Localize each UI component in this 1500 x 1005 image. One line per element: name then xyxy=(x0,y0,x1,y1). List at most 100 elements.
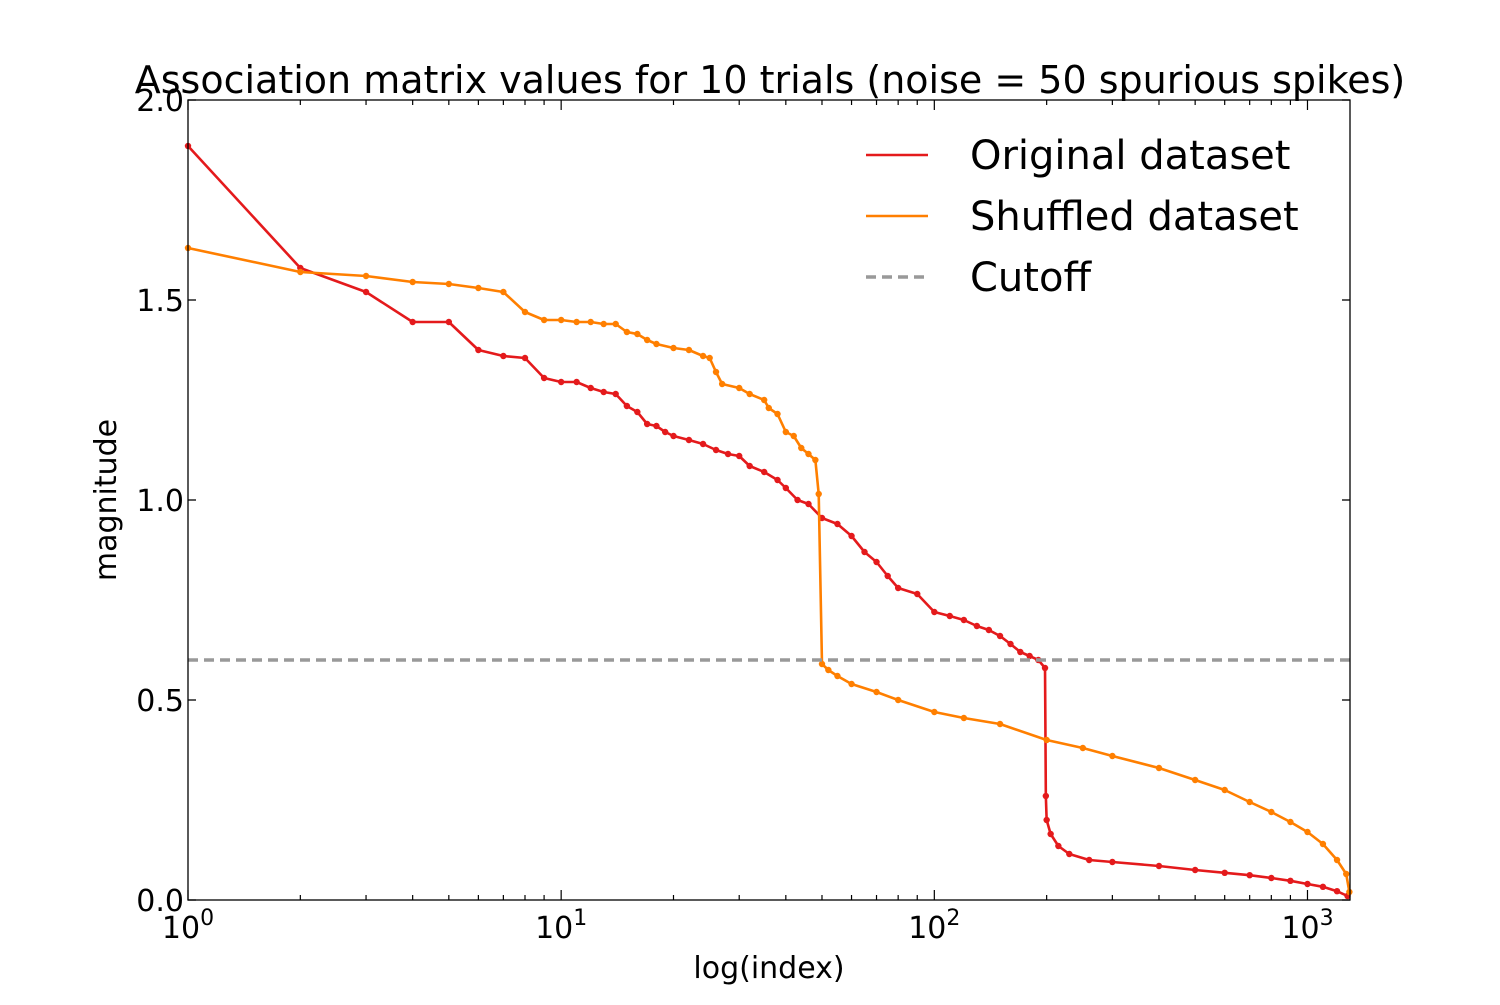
data-point-shuffled-dataset-16 xyxy=(643,336,651,344)
data-point-original-dataset-53 xyxy=(1055,842,1062,850)
data-point-original-dataset-14 xyxy=(623,402,631,410)
data-point-shuffled-dataset-3 xyxy=(409,278,416,286)
data-point-shuffled-dataset-20 xyxy=(699,352,707,360)
data-point-shuffled-dataset-23 xyxy=(718,380,726,388)
series-line-original-dataset xyxy=(187,145,1349,898)
y-tick-label: 0.5 xyxy=(136,684,184,719)
data-point-original-dataset-25 xyxy=(746,462,753,470)
data-point-shuffled-dataset-40 xyxy=(894,696,902,704)
data-point-shuffled-dataset-53 xyxy=(1304,828,1311,836)
axis-ticks: 0.0 0.5 1.0 1.5 2.0 100 101 102 103 xyxy=(136,84,1350,946)
data-point-shuffled-dataset-26 xyxy=(760,396,768,404)
data-point-original-dataset-58 xyxy=(1191,866,1199,874)
data-point-shuffled-dataset-18 xyxy=(670,344,677,352)
data-point-original-dataset-9 xyxy=(557,378,565,386)
data-point-original-dataset-65 xyxy=(1333,888,1341,895)
data-point-original-dataset-40 xyxy=(946,612,953,620)
data-point-shuffled-dataset-30 xyxy=(790,432,797,440)
y-tick-label: 1.5 xyxy=(136,284,184,319)
data-point-shuffled-dataset-33 xyxy=(812,456,819,464)
data-point-original-dataset-12 xyxy=(600,388,607,396)
data-point-original-dataset-13 xyxy=(612,390,619,398)
legend-label-cutoff: Cutoff xyxy=(970,255,1092,301)
data-point-shuffled-dataset-41 xyxy=(931,708,938,716)
data-point-original-dataset-50 xyxy=(1042,792,1050,800)
data-point-original-dataset-7 xyxy=(521,354,529,362)
data-point-original-dataset-62 xyxy=(1287,877,1294,884)
data-point-original-dataset-36 xyxy=(884,572,891,580)
data-point-shuffled-dataset-31 xyxy=(798,444,805,452)
data-point-shuffled-dataset-24 xyxy=(736,384,743,392)
series-line-shuffled-dataset xyxy=(187,246,1351,893)
data-point-original-dataset-54 xyxy=(1066,850,1073,858)
data-point-shuffled-dataset-55 xyxy=(1333,856,1341,864)
data-point-shuffled-dataset-8 xyxy=(540,316,548,324)
data-point-original-dataset-6 xyxy=(500,352,507,360)
data-point-shuffled-dataset-13 xyxy=(612,320,619,328)
data-point-shuffled-dataset-10 xyxy=(573,318,580,326)
data-point-original-dataset-8 xyxy=(540,374,548,382)
data-point-original-dataset-49 xyxy=(1041,664,1049,672)
data-point-shuffled-dataset-1 xyxy=(297,268,304,276)
data-point-shuffled-dataset-25 xyxy=(746,390,753,398)
data-point-original-dataset-32 xyxy=(834,520,841,528)
data-point-original-dataset-63 xyxy=(1304,880,1311,888)
data-point-original-dataset-52 xyxy=(1047,830,1054,838)
data-point-shuffled-dataset-36 xyxy=(825,666,832,674)
data-point-original-dataset-27 xyxy=(774,476,781,484)
data-point-shuffled-dataset-45 xyxy=(1079,744,1087,752)
data-point-original-dataset-35 xyxy=(873,558,880,566)
data-point-shuffled-dataset-21 xyxy=(706,354,713,362)
data-point-shuffled-dataset-44 xyxy=(1043,736,1050,744)
x-tick-label: 102 xyxy=(908,906,960,946)
data-point-shuffled-dataset-11 xyxy=(587,318,594,326)
x-tick-label: 103 xyxy=(1281,906,1333,946)
x-tick-label: 101 xyxy=(535,906,587,946)
series-original-dataset xyxy=(184,142,1351,900)
data-point-original-dataset-46 xyxy=(1017,648,1024,656)
data-point-original-dataset-64 xyxy=(1319,883,1327,890)
data-point-original-dataset-41 xyxy=(960,616,968,624)
data-point-shuffled-dataset-42 xyxy=(960,714,968,722)
data-point-shuffled-dataset-37 xyxy=(834,672,841,680)
data-point-shuffled-dataset-17 xyxy=(653,340,660,348)
plot-area xyxy=(184,142,1353,900)
data-point-original-dataset-43 xyxy=(985,626,993,634)
data-point-original-dataset-42 xyxy=(973,622,981,630)
data-point-shuffled-dataset-52 xyxy=(1287,818,1294,826)
data-point-original-dataset-19 xyxy=(670,432,677,440)
data-point-original-dataset-45 xyxy=(1007,640,1014,648)
data-point-shuffled-dataset-50 xyxy=(1246,798,1253,806)
legend: Original dataset Shuffled dataset Cutoff xyxy=(866,133,1299,301)
data-point-shuffled-dataset-47 xyxy=(1155,764,1163,772)
data-point-original-dataset-60 xyxy=(1246,872,1253,879)
data-point-original-dataset-51 xyxy=(1043,816,1050,824)
data-point-original-dataset-10 xyxy=(573,378,580,386)
data-point-original-dataset-26 xyxy=(760,468,768,476)
data-point-shuffled-dataset-14 xyxy=(623,328,631,336)
data-point-original-dataset-28 xyxy=(782,484,790,492)
data-point-shuffled-dataset-56 xyxy=(1343,870,1350,878)
data-point-original-dataset-57 xyxy=(1155,862,1163,870)
data-point-original-dataset-56 xyxy=(1109,858,1116,866)
data-point-shuffled-dataset-51 xyxy=(1268,808,1275,816)
data-point-shuffled-dataset-6 xyxy=(500,288,507,296)
x-axis-label: log(index) xyxy=(693,951,844,986)
data-point-original-dataset-59 xyxy=(1221,869,1228,876)
data-point-shuffled-dataset-22 xyxy=(712,368,720,376)
data-point-original-dataset-34 xyxy=(861,548,868,556)
data-point-original-dataset-44 xyxy=(996,632,1004,640)
data-point-shuffled-dataset-54 xyxy=(1319,840,1327,848)
y-tick-label: 0.0 xyxy=(136,884,184,919)
data-point-shuffled-dataset-34 xyxy=(815,490,822,498)
legend-label-shuffled-dataset: Shuffled dataset xyxy=(970,194,1299,240)
data-point-shuffled-dataset-9 xyxy=(557,316,565,324)
data-point-original-dataset-24 xyxy=(736,452,743,460)
data-point-original-dataset-18 xyxy=(661,428,669,436)
data-point-shuffled-dataset-19 xyxy=(685,346,693,354)
data-point-original-dataset-11 xyxy=(587,384,594,392)
data-point-shuffled-dataset-49 xyxy=(1221,786,1228,794)
data-point-shuffled-dataset-27 xyxy=(765,404,772,412)
data-point-shuffled-dataset-2 xyxy=(362,272,370,280)
